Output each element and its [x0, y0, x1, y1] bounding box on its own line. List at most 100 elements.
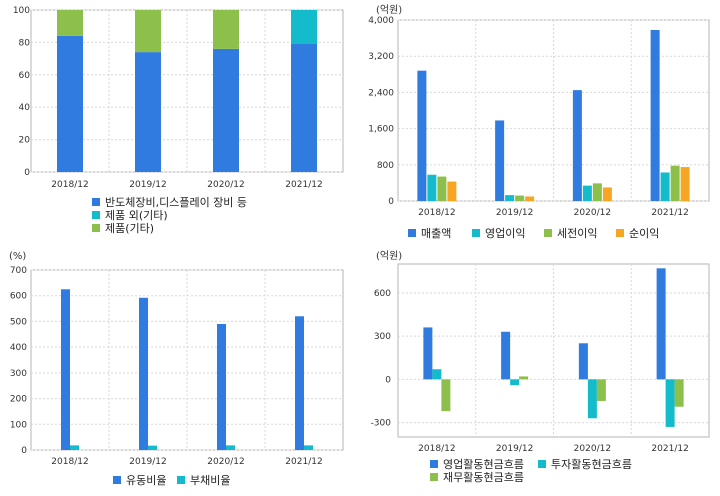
legend-swatch [616, 229, 624, 237]
legend-label: 재무활동현금흐름 [443, 470, 524, 484]
legend-swatch [538, 460, 546, 468]
legend-swatch [92, 224, 100, 232]
y-tick-label: 0 [24, 168, 30, 178]
y-tick-label: 2,400 [368, 88, 394, 98]
chart-ratios: 0 100 200 300 400 500 600 700 (%) 2018/12 2019/12 2… [9, 251, 344, 487]
legend-label: 순이익 [629, 227, 659, 240]
legend-swatch [92, 211, 100, 219]
bar-반도체장비,디스플레이 장비 등-2021/12 [291, 44, 317, 172]
y-tick-label: 3,200 [368, 52, 394, 62]
bar-투자활동현금흐름-2020/12 [587, 379, 597, 419]
x-tick-label: 2021/12 [651, 208, 688, 218]
bar-재무활동현금흐름-2021/12 [674, 379, 684, 407]
legend-label: 부채비율 [190, 474, 230, 487]
bar-세전이익-2018/12 [437, 176, 447, 201]
legend-swatch [113, 476, 121, 484]
x-tick-label: 2018/12 [51, 180, 88, 190]
bar-순이익-2020/12 [602, 187, 612, 201]
y-tick-label: 4,000 [368, 16, 394, 26]
x-tick-label: 2020/12 [574, 444, 611, 454]
bar-유동비율-2018/12 [61, 289, 70, 450]
legend-label: 제품(기타) [105, 222, 154, 235]
bar-제품(기타)-2020/12 [213, 10, 239, 49]
bar-반도체장비,디스플레이 장비 등-2019/12 [135, 52, 161, 173]
bar-매출액-2020/12 [572, 90, 582, 201]
x-tick-label: 2020/12 [207, 457, 244, 467]
legend-swatch [177, 476, 185, 484]
bar-반도체장비,디스플레이 장비 등-2020/12 [213, 48, 239, 172]
y-tick-label: 200 [10, 395, 27, 405]
x-tick-label: 2021/12 [651, 444, 688, 454]
bar-영업이익-2018/12 [427, 174, 437, 201]
bar-유동비율-2020/12 [217, 324, 226, 450]
unit-label: (억원) [376, 250, 402, 262]
bar-제품 외(기타)-2021/12 [291, 10, 317, 45]
unit-label: (%) [9, 251, 26, 262]
y-tick-label: 0 [21, 446, 27, 456]
legend-swatch [430, 473, 438, 481]
x-tick-label: 2019/12 [496, 444, 533, 454]
x-tick-label: 2019/12 [129, 457, 166, 467]
bar-부채비율-2021/12 [304, 445, 313, 450]
legend-label: 제품 외(기타) [105, 209, 168, 222]
legend-label: 투자활동현금흐름 [551, 457, 632, 471]
legend-label: 영업이익 [485, 227, 525, 240]
bar-재무활동현금흐름-2018/12 [441, 379, 451, 412]
y-tick-label: 500 [10, 317, 27, 327]
chart-cashflow: -300 0 300 600 (억원) 2018/12 2019/12 2020/12 2021… [371, 250, 710, 484]
y-tick-label: 100 [13, 6, 30, 16]
bar-유동비율-2021/12 [295, 316, 304, 450]
chart-revenue-mix: 0 20 40 60 80 100 2018/12 2019/12 2020/12 2021/12… [13, 6, 344, 235]
bar-영업활동현금흐름-2019/12 [501, 331, 511, 380]
bar-부채비율-2019/12 [148, 445, 157, 450]
x-tick-label: 2019/12 [496, 208, 533, 218]
bar-재무활동현금흐름-2020/12 [596, 379, 606, 401]
legend-swatch [472, 229, 480, 237]
legend-label: 매출액 [421, 227, 451, 240]
bar-재무활동현금흐름-2019/12 [519, 376, 529, 380]
legend-label: 영업활동현금흐름 [443, 457, 524, 471]
bar-제품(기타)-2018/12 [57, 10, 83, 36]
y-tick-label: 1,600 [368, 125, 394, 135]
bar-투자활동현금흐름-2021/12 [665, 379, 675, 427]
legend-revenue-mix: 반도체장비,디스플레이 장비 등제품 외(기타)제품(기타) [92, 196, 247, 235]
y-tick-label: 400 [10, 343, 27, 353]
y-tick-label: 0 [388, 197, 394, 207]
legend-ratios: 유동비율 부채비율 [113, 474, 230, 487]
y-tick-label: 600 [10, 292, 27, 302]
bar-순이익-2019/12 [525, 196, 535, 201]
legend-income: 매출액 영업이익 세전이익 순이익 [408, 227, 659, 240]
y-tick-label: 100 [10, 420, 27, 430]
chart-income: 0 800 1,600 2,400 3,200 4,000(억원) 2018/12 2019/… [368, 4, 710, 240]
bar-영업이익-2021/12 [660, 172, 670, 201]
bar-순이익-2021/12 [680, 167, 690, 201]
y-tick-label: 600 [374, 289, 391, 299]
y-tick-label: 800 [377, 161, 394, 171]
bar-영업활동현금흐름-2020/12 [578, 343, 588, 380]
y-tick-label: 300 [10, 369, 27, 379]
legend-swatch [430, 460, 438, 468]
x-tick-label: 2018/12 [418, 444, 455, 454]
legend-swatch [408, 229, 416, 237]
bar-순이익-2018/12 [447, 181, 457, 201]
bar-투자활동현금흐름-2018/12 [432, 369, 442, 380]
bar-영업활동현금흐름-2018/12 [423, 327, 433, 380]
legend-label: 세전이익 [557, 227, 597, 240]
y-tick-label: 0 [385, 375, 391, 385]
unit-label: (억원) [376, 4, 402, 16]
bar-영업활동현금흐름-2021/12 [656, 268, 666, 380]
legend-label: 유동비율 [126, 474, 166, 487]
bar-세전이익-2019/12 [515, 195, 525, 201]
x-tick-label: 2020/12 [207, 180, 244, 190]
bar-영업이익-2020/12 [582, 185, 592, 201]
y-tick-label: 700 [10, 266, 27, 276]
y-tick-label: 60 [19, 71, 31, 81]
x-tick-label: 2019/12 [129, 180, 166, 190]
bar-투자활동현금흐름-2019/12 [510, 379, 520, 386]
x-tick-label: 2020/12 [574, 208, 611, 218]
bar-부채비율-2018/12 [70, 445, 79, 450]
legend-swatch [544, 229, 552, 237]
bar-세전이익-2020/12 [592, 183, 602, 201]
